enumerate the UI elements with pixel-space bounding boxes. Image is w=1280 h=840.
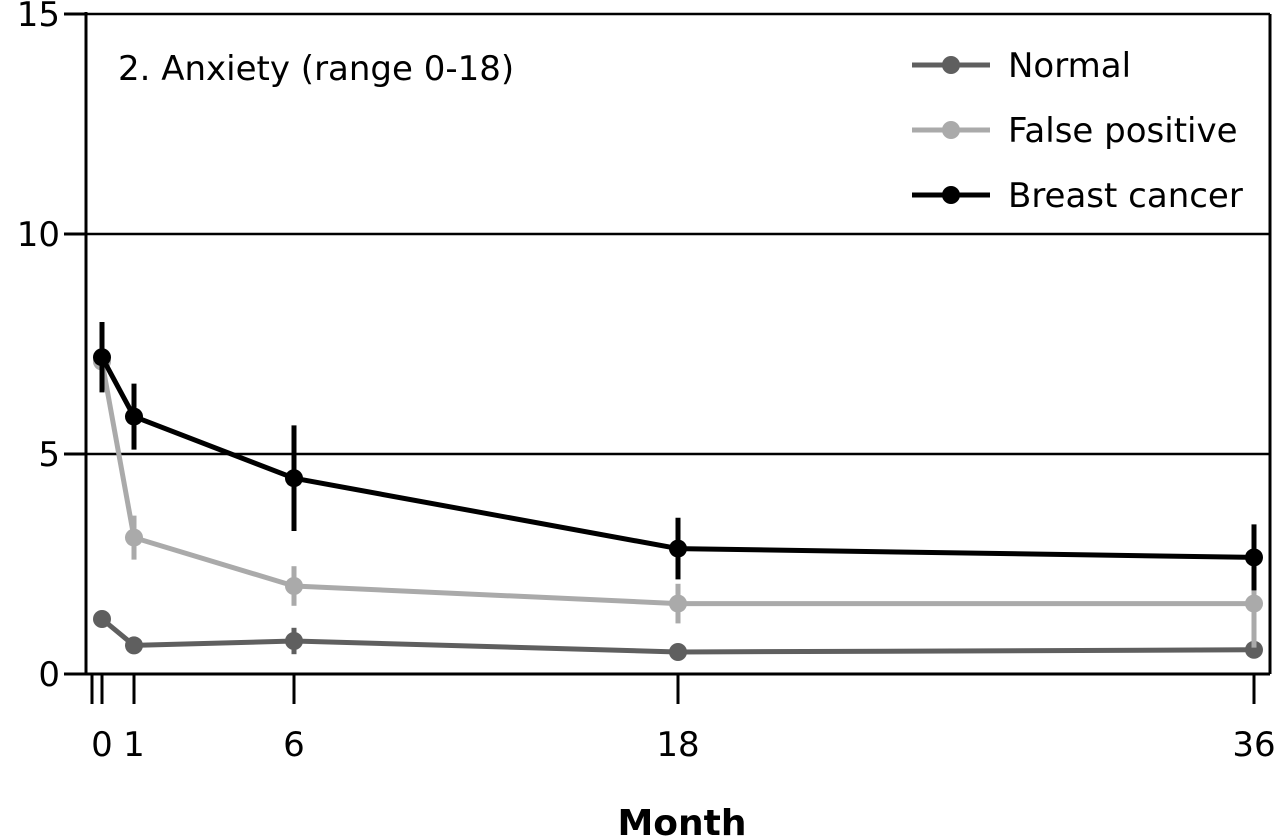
legend: Normal False positive Breast cancer [912, 46, 1243, 216]
data-point [93, 348, 111, 367]
x-tick-label-36: 36 [1232, 725, 1275, 765]
legend-swatch-marker [942, 186, 960, 204]
data-point [1245, 548, 1263, 567]
legend-label: Normal [1008, 46, 1131, 86]
legend-swatch-marker [942, 56, 960, 74]
series-breast-cancer [93, 322, 1263, 591]
data-point [285, 469, 303, 488]
data-point [669, 539, 687, 558]
chart-annotation: 2. Anxiety (range 0-18) [118, 49, 514, 89]
axes [64, 12, 1272, 704]
y-tick-label-15: 15 [17, 0, 60, 35]
y-tick-label-0: 0 [38, 655, 60, 695]
x-tick-label-18: 18 [656, 725, 699, 765]
x-axis-title: Month [617, 803, 746, 840]
legend-item-breast-cancer: Breast cancer [912, 176, 1243, 216]
x-tick-label-0: 0 [91, 725, 113, 765]
data-point [285, 577, 303, 595]
y-tick-label-5: 5 [38, 435, 60, 475]
legend-swatch-marker [942, 121, 960, 139]
grid-lines [86, 12, 1270, 456]
data-point [669, 643, 687, 661]
x-tick-label-6: 6 [283, 725, 305, 765]
data-point [125, 528, 143, 547]
series-normal [93, 610, 1263, 661]
data-point [669, 594, 687, 613]
legend-label: Breast cancer [1008, 176, 1243, 216]
series-layer [93, 322, 1263, 661]
data-point [1245, 640, 1263, 659]
y-tick-label-10: 10 [17, 215, 60, 255]
legend-label: False positive [1008, 111, 1238, 151]
data-point [285, 632, 303, 650]
series-false-positive [93, 339, 1263, 648]
x-tick-label-1: 1 [123, 725, 145, 765]
data-point [125, 407, 143, 426]
data-point [1245, 594, 1263, 613]
data-point [93, 610, 111, 628]
legend-item-normal: Normal [912, 46, 1131, 86]
legend-item-false-positive: False positive [912, 111, 1238, 151]
data-point [125, 636, 143, 655]
